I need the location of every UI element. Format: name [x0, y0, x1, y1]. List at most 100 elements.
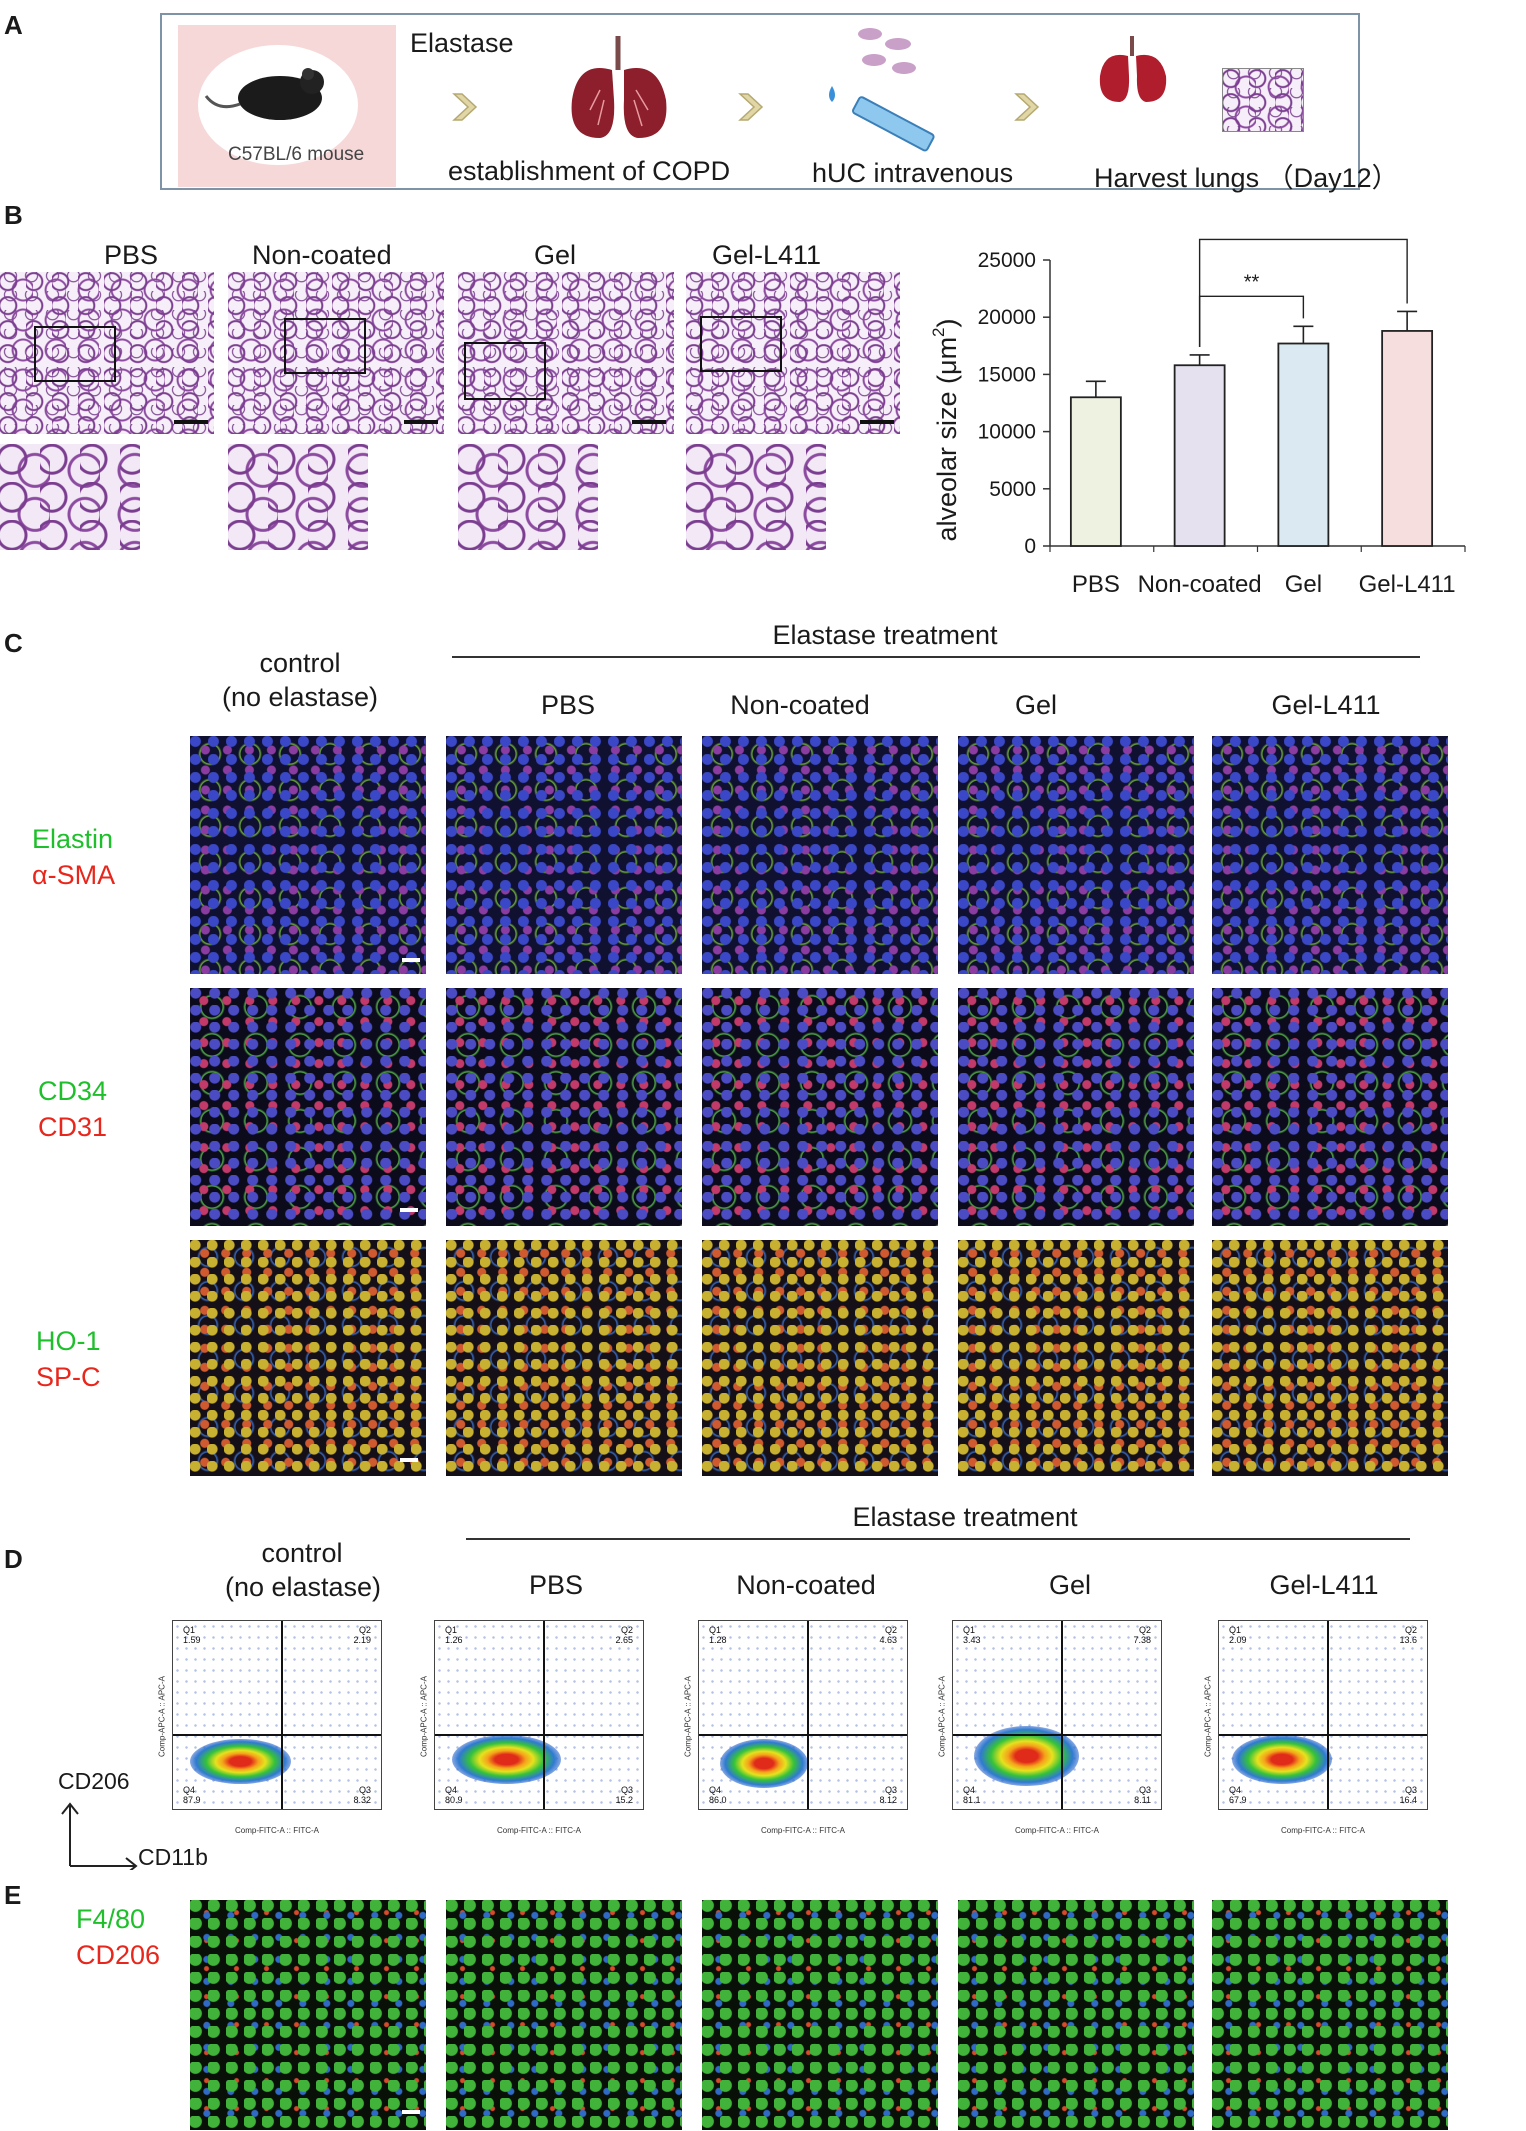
column-label-gel: Gel — [1014, 690, 1058, 720]
gate-vertical-line — [543, 1621, 546, 1809]
syringe-cells-icon — [829, 28, 935, 152]
flow-x-axis-parameter: Comp-FITC-A :: FITC-A — [1015, 1826, 1099, 1835]
flow-column-non-coated: Non-coated — [736, 1570, 876, 1600]
flow-y-axis-parameter: Comp-APC-A :: APC-A — [419, 1676, 429, 1757]
gate-vertical-line — [281, 1621, 284, 1809]
group-label-non-coated: Non-coated — [252, 240, 392, 270]
gate-vertical-line — [1061, 1621, 1064, 1809]
stain-label-cd206: CD206 — [76, 1940, 161, 1970]
scale-bar — [400, 1208, 418, 1212]
chevron-right-icon — [1014, 93, 1040, 121]
panel-d-letter: D — [4, 1544, 23, 1574]
fluorescence-image-elastin-pbs — [446, 736, 682, 974]
fluorescence-image-f480-control — [190, 1900, 426, 2130]
chevron-right-icon — [452, 93, 478, 121]
chart-bar-gel — [1277, 342, 1330, 547]
quadrant-q1-value: Q1 1.59 — [183, 1625, 201, 1645]
chart-y-tick-label: 5000 — [989, 478, 1036, 501]
scale-bar — [860, 420, 894, 424]
significance-label: ** — [1244, 271, 1260, 293]
flow-y-axis-parameter: Comp-APC-A :: APC-A — [683, 1676, 693, 1757]
fluorescence-image-cd34-gel-l411 — [1212, 988, 1448, 1226]
fluorescence-image-f480-gel — [958, 1900, 1194, 2130]
histology-image-non-coated — [228, 272, 444, 434]
elastase-label: Elastase — [410, 28, 514, 58]
fluorescence-image-elastin-gel-l411 — [1212, 736, 1448, 974]
chart-y-tick-label: 15000 — [978, 363, 1036, 386]
column-label-gel-l411: Gel-L411 — [1271, 690, 1381, 720]
elastase-treatment-label: Elastase treatment — [772, 620, 998, 650]
inset-box — [284, 318, 366, 374]
flow-density-cluster — [1231, 1735, 1333, 1785]
quadrant-q2-value: Q2 13.6 — [1399, 1625, 1417, 1645]
elastase-treatment-label-d: Elastase treatment — [852, 1502, 1078, 1532]
gate-horizontal-line — [1219, 1733, 1427, 1736]
axis-indicator-icon — [61, 1802, 138, 1870]
scale-bar — [400, 1458, 418, 1462]
flow-plot: Q1 1.28 Q2 4.63 Q4 86.0 Q3 8.12 — [698, 1620, 908, 1810]
histology-thumbnail — [1222, 68, 1304, 132]
harvested-lungs-icon — [1099, 36, 1167, 102]
chart-bars — [1069, 310, 1434, 547]
fluorescence-image-f480-pbs — [446, 1900, 682, 2130]
quadrant-q2-value: Q2 2.65 — [615, 1625, 633, 1645]
chart-y-tick-label: 20000 — [978, 306, 1036, 329]
stain-label-cd34: CD34 — [38, 1076, 108, 1106]
group-label-pbs: PBS — [104, 240, 159, 270]
quadrant-q3-value: Q3 8.11 — [1134, 1785, 1151, 1805]
flow-x-axis-parameter: Comp-FITC-A :: FITC-A — [235, 1826, 319, 1835]
panel-e-letter: E — [4, 1880, 22, 1910]
gate-horizontal-line — [435, 1733, 643, 1736]
histology-zoom-pbs — [0, 444, 140, 550]
fluorescence-image-f480-gel-l411 — [1212, 1900, 1448, 2130]
elastase-treatment-line — [452, 656, 1420, 658]
chart-x-label: Gel-L411 — [1359, 571, 1456, 598]
histology-zoom-gel-l411 — [686, 444, 826, 550]
column-label-pbs: PBS — [540, 690, 596, 720]
scale-bar — [402, 958, 420, 962]
stain-label-f480: F4/80 — [76, 1904, 146, 1934]
fluorescence-image-elastin-control — [190, 736, 426, 974]
alveolar-size-chart: 0 5000 10000 15000 20000 25000 ** ** PBS Non-co… — [929, 230, 1466, 598]
chart-bar-gel-l411 — [1381, 330, 1434, 547]
step-harvest-lungs: Harvest lungs （Day12） — [1094, 163, 1399, 193]
stain-label-cd31: CD31 — [38, 1112, 108, 1142]
chevron-right-icon — [738, 93, 764, 121]
fluorescence-image-cd34-gel — [958, 988, 1194, 1226]
scale-bar — [174, 420, 208, 424]
flow-plot: Q1 2.09 Q2 13.6 Q4 67.9 Q3 16.4 — [1218, 1620, 1428, 1810]
flow-x-axis-parameter: Comp-FITC-A :: FITC-A — [761, 1826, 845, 1835]
fluorescence-image-ho1-gel-l411 — [1212, 1240, 1448, 1476]
fluorescence-image-ho1-control — [190, 1240, 426, 1476]
fluorescence-image-cd34-control — [190, 988, 426, 1226]
gate-horizontal-line — [173, 1733, 381, 1736]
control-no-elastase-label-d: (no elastase) — [224, 1572, 382, 1602]
group-label-gel-l411: Gel-L411 — [712, 240, 822, 270]
flow-density-cluster — [720, 1738, 809, 1789]
significance-bracket — [1198, 238, 1408, 347]
gate-horizontal-line — [699, 1733, 907, 1736]
quadrant-q3-value: Q3 8.32 — [353, 1785, 371, 1805]
panel-c-letter: C — [4, 628, 23, 658]
quadrant-q4-value: Q4 80.9 — [445, 1785, 463, 1805]
quadrant-q3-value: Q3 8.12 — [879, 1785, 897, 1805]
quadrant-q1-value: Q1 1.28 — [709, 1625, 727, 1645]
fluorescence-image-ho1-non-coated — [702, 1240, 938, 1476]
group-label-gel: Gel — [534, 240, 577, 270]
histology-zoom-non-coated — [228, 444, 368, 550]
inset-box — [464, 342, 546, 400]
significance-bracket — [1198, 295, 1305, 347]
chart-bar-non-coated — [1173, 364, 1226, 547]
chart-significance: ** ** — [1198, 230, 1408, 347]
mouse-label: C57BL/6 mouse — [228, 144, 365, 165]
gate-vertical-line — [1327, 1621, 1330, 1809]
lungs-icon — [571, 36, 667, 138]
fluorescence-image-elastin-gel — [958, 736, 1194, 974]
chart-y-axis-label: alveolar size (μm2) — [929, 318, 962, 541]
quadrant-q1-value: Q1 2.09 — [1229, 1625, 1247, 1645]
scale-bar — [404, 420, 438, 424]
panel-b-letter: B — [4, 200, 23, 230]
quadrant-q3-value: Q3 15.2 — [615, 1785, 633, 1805]
fluorescence-image-elastin-non-coated — [702, 736, 938, 974]
chart-y-tick-label: 25000 — [978, 249, 1036, 272]
